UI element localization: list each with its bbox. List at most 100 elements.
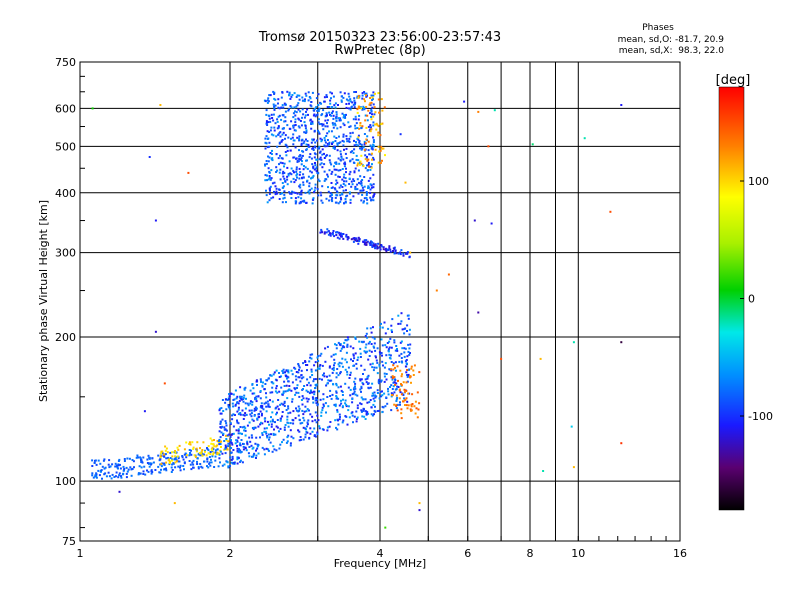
echo-point [281, 133, 284, 136]
echo-point [260, 405, 263, 407]
echo-point [283, 162, 286, 165]
echo-point [369, 196, 372, 199]
echo-point [379, 149, 382, 152]
echo-point [163, 468, 166, 471]
echo-point [340, 347, 343, 350]
echo-point [235, 439, 238, 442]
echo-point [298, 177, 301, 180]
echo-point [312, 198, 315, 201]
echo-point [152, 461, 155, 464]
echo-point [353, 357, 356, 360]
echo-point [244, 427, 247, 430]
echo-point [298, 118, 301, 121]
echo-point [326, 173, 329, 176]
echo-point [380, 123, 383, 126]
echo-point [330, 193, 333, 196]
echo-point [447, 273, 450, 276]
echo-point [236, 421, 239, 424]
echo-point [330, 172, 333, 175]
echo-point [235, 429, 238, 432]
echo-point [310, 368, 313, 371]
echo-point [284, 137, 286, 140]
echo-point [286, 440, 289, 443]
echo-point [248, 446, 251, 448]
echo-point [222, 410, 225, 412]
echo-point [229, 435, 232, 438]
echo-point [321, 364, 324, 367]
echo-point [177, 457, 180, 460]
echo-point [371, 362, 374, 365]
echo-point [367, 387, 370, 390]
echo-point [277, 399, 280, 401]
echo-point [228, 407, 231, 410]
echo-point [331, 200, 334, 203]
echo-point [404, 404, 406, 406]
echo-point [359, 124, 362, 127]
echo-point [391, 331, 393, 333]
echo-point [305, 410, 308, 413]
echo-point [218, 430, 221, 433]
echo-point [295, 96, 298, 98]
echo-point [404, 398, 407, 401]
echo-point [372, 139, 375, 142]
echo-point [411, 403, 414, 405]
echo-point [366, 114, 369, 117]
echo-point [292, 143, 295, 146]
echo-point [331, 186, 334, 189]
echo-point [371, 96, 374, 99]
echo-point [381, 360, 384, 363]
echo-point [275, 387, 278, 390]
echo-point [186, 454, 188, 457]
echo-point [395, 345, 398, 347]
echo-point [394, 349, 397, 352]
echo-point [265, 135, 268, 138]
echo-point [122, 472, 125, 475]
echo-point [399, 341, 402, 344]
echo-point [376, 347, 379, 350]
echo-point [279, 154, 281, 157]
echo-point [303, 116, 306, 119]
echo-point [267, 433, 270, 436]
echo-point [332, 117, 335, 120]
echo-point [324, 119, 327, 122]
echo-point [309, 427, 312, 430]
echo-point [227, 445, 230, 448]
echo-point [273, 126, 276, 129]
echo-point [362, 340, 365, 343]
echo-point [310, 141, 313, 144]
echo-point [271, 149, 273, 152]
echo-point [223, 440, 226, 442]
echo-point [382, 147, 385, 150]
echo-point [373, 113, 376, 116]
echo-point [114, 475, 117, 478]
echo-point [278, 132, 281, 135]
echo-point [352, 353, 355, 356]
echo-point [377, 161, 380, 164]
echo-point [303, 100, 306, 103]
echo-point [326, 426, 329, 429]
echo-point [314, 435, 317, 438]
echo-point [367, 185, 370, 188]
echo-point [362, 409, 365, 412]
echo-point [339, 371, 342, 373]
echo-point [334, 343, 336, 346]
echo-point [398, 388, 401, 391]
echo-point [366, 350, 368, 353]
echo-point [357, 95, 360, 98]
echo-point [283, 196, 286, 199]
echo-point [405, 381, 408, 384]
echo-point [334, 353, 337, 356]
echo-point [402, 381, 405, 384]
echo-point [335, 120, 338, 122]
echo-point [363, 91, 366, 93]
echo-point [341, 178, 344, 181]
echo-point [146, 469, 148, 472]
echo-point [246, 440, 249, 443]
echo-point [299, 120, 302, 122]
echo-point [199, 447, 201, 450]
echo-point [229, 456, 232, 459]
echo-point [226, 434, 229, 437]
echo-point [308, 360, 311, 363]
echo-point [389, 248, 392, 251]
echo-point [147, 470, 150, 473]
